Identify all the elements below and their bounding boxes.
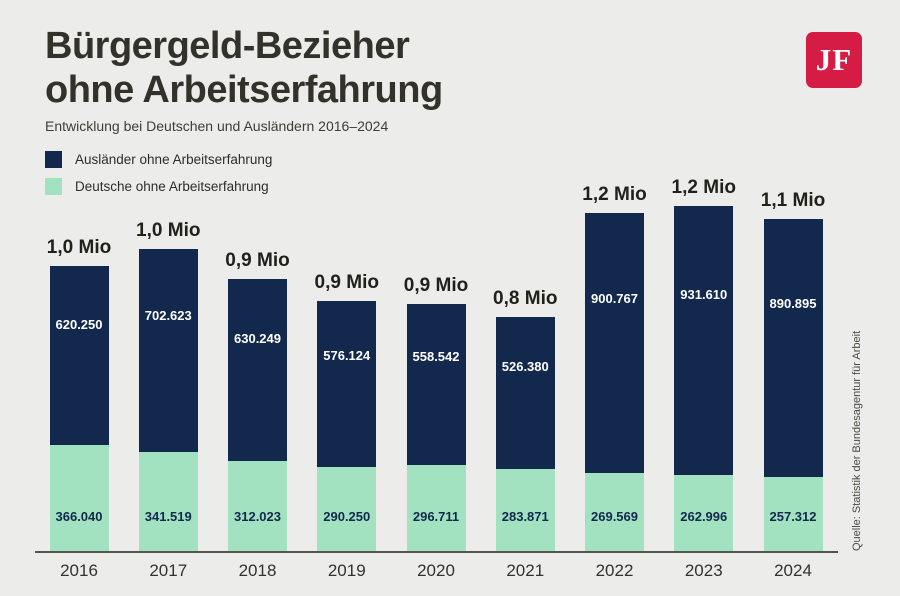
chart-legend: Ausländer ohne Arbeitserfahrung Deutsche… bbox=[45, 151, 272, 205]
value-label-auslaender-2019: 576.124 bbox=[323, 348, 371, 363]
bar-segment-auslaender-2018: 630.249 bbox=[228, 279, 287, 461]
legend-swatch-auslaender-icon bbox=[45, 151, 62, 168]
page-title-line1: Bürgergeld-Bezieher bbox=[45, 25, 410, 67]
total-label-2022: 1,2 Mio bbox=[582, 184, 647, 205]
legend-item-auslaender: Ausländer ohne Arbeitserfahrung bbox=[45, 151, 272, 168]
bar-segment-deutsche-2020: 296.711 bbox=[406, 465, 466, 551]
jf-logo: JF bbox=[806, 32, 862, 88]
total-label-2019: 0,9 Mio bbox=[314, 272, 379, 293]
bar-group-2020: 0,9 Mio 558.542 296.711 2020 bbox=[404, 275, 468, 580]
bar-segment-auslaender-2020: 558.542 bbox=[406, 304, 466, 465]
value-label-auslaender-2020: 558.542 bbox=[412, 349, 460, 364]
legend-label-auslaender: Ausländer ohne Arbeitserfahrung bbox=[75, 152, 273, 167]
bar-group-2022: 1,2 Mio 900.767 269.569 2022 bbox=[582, 184, 646, 580]
bar-segment-auslaender-2016: 620.250 bbox=[49, 266, 109, 445]
bar-segment-deutsche-2016: 366.040 bbox=[49, 445, 109, 551]
x-axis-label-2019: 2019 bbox=[327, 561, 366, 580]
chart-plot: 1,0 Mio 620.250 366.040 2016 1,0 Mio 702.623 3… bbox=[35, 170, 838, 580]
bar-segment-auslaender-2023: 931.610 bbox=[674, 206, 734, 475]
value-label-deutsche-2016: 366.040 bbox=[55, 509, 103, 524]
x-axis-label-2020: 2020 bbox=[417, 561, 455, 580]
value-label-auslaender-2017: 702.623 bbox=[144, 308, 192, 323]
bar-group-2024: 1,1 Mio 890.895 257.312 2024 bbox=[761, 190, 825, 580]
bar-segment-auslaender-2022: 900.767 bbox=[585, 213, 644, 473]
bar-segment-auslaender-2021: 526.380 bbox=[495, 317, 555, 469]
bar-group-2018: 0,9 Mio 630.249 312.023 2018 bbox=[225, 250, 289, 580]
bar-segment-deutsche-2018: 312.023 bbox=[228, 461, 287, 551]
total-label-2016: 1,0 Mio bbox=[46, 237, 112, 258]
legend-swatch-deutsche-icon bbox=[45, 178, 62, 195]
bar-segment-deutsche-2021: 283.871 bbox=[495, 469, 555, 551]
value-label-deutsche-2020: 296.711 bbox=[412, 509, 460, 524]
bar-segment-deutsche-2022: 269.569 bbox=[585, 473, 644, 551]
bar-segment-deutsche-2019: 290.250 bbox=[317, 467, 377, 551]
x-axis-label-2018: 2018 bbox=[238, 561, 277, 580]
value-label-auslaender-2023: 931.610 bbox=[680, 287, 728, 302]
legend-label-deutsche: Deutsche ohne Arbeitserfahrung bbox=[75, 179, 269, 194]
x-axis-label-2016: 2016 bbox=[60, 561, 98, 580]
bar-segment-deutsche-2024: 257.312 bbox=[763, 477, 823, 551]
value-label-auslaender-2022: 900.767 bbox=[591, 291, 638, 306]
value-label-auslaender-2018: 630.249 bbox=[234, 331, 281, 346]
bar-segment-auslaender-2024: 890.895 bbox=[763, 219, 823, 477]
bar-segment-deutsche-2023: 262.996 bbox=[674, 475, 734, 551]
bar-group-2023: 1,2 Mio 931.610 262.996 2023 bbox=[672, 177, 736, 580]
value-label-deutsche-2017: 341.519 bbox=[144, 509, 192, 524]
bar-segment-deutsche-2017: 341.519 bbox=[138, 452, 198, 551]
value-label-deutsche-2024: 257.312 bbox=[769, 509, 817, 524]
page-title: Bürgergeld-Bezieher ohne Arbeitserfahrun… bbox=[45, 24, 443, 112]
value-label-deutsche-2022: 269.569 bbox=[591, 509, 638, 524]
total-label-2021: 0,8 Mio bbox=[493, 288, 558, 309]
bar-group-2019: 0,9 Mio 576.124 290.250 2019 bbox=[315, 272, 379, 580]
value-label-deutsche-2023: 262.996 bbox=[680, 509, 728, 524]
value-label-auslaender-2024: 890.895 bbox=[769, 296, 817, 311]
page-title-line2: ohne Arbeitserfahrung bbox=[45, 69, 443, 111]
total-label-2023: 1,2 Mio bbox=[671, 177, 736, 198]
bar-group-2021: 0,8 Mio 526.380 283.871 2021 bbox=[493, 288, 557, 580]
page-subtitle: Entwicklung bei Deutschen und Ausländern… bbox=[45, 118, 389, 134]
total-label-2024: 1,1 Mio bbox=[760, 190, 826, 211]
value-label-auslaender-2021: 526.380 bbox=[501, 359, 549, 374]
total-label-2017: 1,0 Mio bbox=[136, 220, 201, 241]
x-axis-label-2017: 2017 bbox=[149, 561, 188, 580]
x-axis-label-2023: 2023 bbox=[684, 561, 723, 580]
bar-segment-auslaender-2017: 702.623 bbox=[138, 249, 198, 452]
source-note: Quelle: Statistik der Bundesagentur für … bbox=[851, 330, 863, 551]
value-label-auslaender-2016: 620.250 bbox=[55, 317, 103, 332]
total-label-2020: 0,9 Mio bbox=[403, 275, 469, 296]
bar-group-2016: 1,0 Mio 620.250 366.040 2016 bbox=[47, 237, 111, 580]
legend-item-deutsche: Deutsche ohne Arbeitserfahrung bbox=[45, 178, 272, 195]
value-label-deutsche-2021: 283.871 bbox=[501, 509, 549, 524]
x-axis-label-2022: 2022 bbox=[595, 561, 634, 580]
bar-segment-auslaender-2019: 576.124 bbox=[317, 301, 377, 467]
bar-group-2017: 1,0 Mio 702.623 341.519 2017 bbox=[136, 220, 200, 580]
value-label-deutsche-2018: 312.023 bbox=[234, 509, 281, 524]
total-label-2018: 0,9 Mio bbox=[225, 250, 290, 271]
x-axis-label-2024: 2024 bbox=[774, 561, 812, 580]
x-axis-label-2021: 2021 bbox=[506, 561, 545, 580]
value-label-deutsche-2019: 290.250 bbox=[323, 509, 371, 524]
